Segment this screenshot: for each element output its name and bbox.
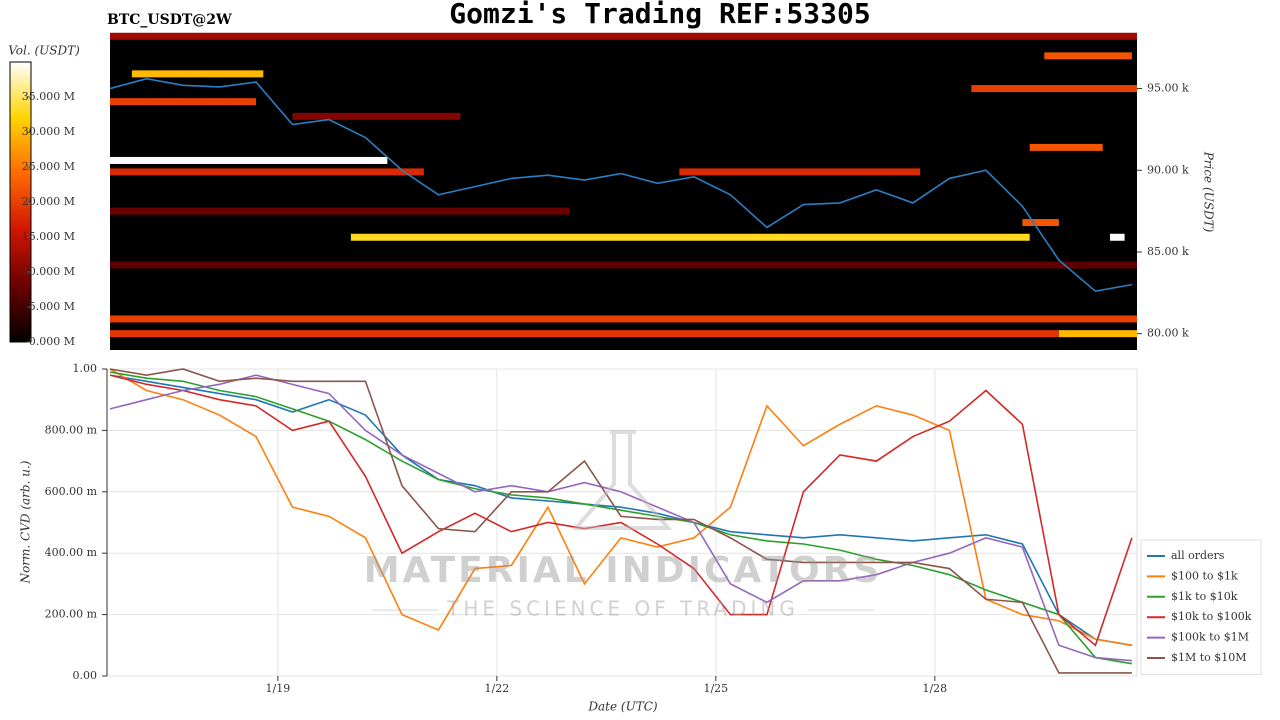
liquidity-band (110, 32, 1137, 40)
legend-label: all orders (1171, 549, 1225, 562)
liquidity-band (110, 207, 570, 215)
legend-label: $10k to $100k (1171, 610, 1252, 623)
y-tick-label: 600.00 m (45, 485, 98, 498)
liquidity-band (1044, 52, 1132, 60)
y-tick-label: 95.00 k (1147, 82, 1189, 95)
y-tick-label: 400.00 m (45, 546, 98, 559)
colorbar-tick-label: 20.000 M (22, 195, 75, 208)
x-tick-label: 1/28 (922, 682, 947, 695)
watermark-icon (571, 430, 673, 530)
y-tick-label: 0.00 (73, 669, 98, 682)
series-line (109, 374, 1133, 647)
liquidity-band (350, 233, 1030, 241)
liquidity-band (110, 330, 1059, 338)
liquidity-band (110, 261, 1137, 269)
y-axis-label: Price (USDT) (1202, 151, 1216, 233)
y-tick-label: 85.00 k (1147, 245, 1189, 258)
series-line (109, 368, 1132, 674)
watermark-tagline: THE SCIENCE OF TRADING (446, 597, 799, 621)
colorbar-tick-label: 25.000 M (22, 160, 75, 173)
heatmap-panel: 80.00 k 85.00 k 90.00 k 95.00 k 0.000 M 5.000… (9, 32, 1189, 350)
colorbar-tick-label: 5.000 M (29, 300, 75, 313)
colorbar-tick-label: 30.000 M (22, 125, 75, 138)
legend-label: $1M to $10M (1171, 651, 1247, 664)
colorbar-tick-label: 0.000 M (29, 335, 75, 348)
liquidity-band (1029, 143, 1103, 151)
x-tick-label: 1/22 (485, 682, 510, 695)
y-tick-label: 200.00 m (45, 608, 98, 621)
y-tick-label: 1.00 (73, 362, 98, 375)
liquidity-band (110, 156, 388, 164)
liquidity-band (110, 98, 256, 106)
series-line (109, 374, 1132, 662)
y-axis-label: Norm. CVD (arb. u.) (19, 460, 33, 584)
liquidity-band (131, 70, 264, 78)
page-title: Gomzi's Trading REF:53305 (449, 0, 870, 30)
x-axis-label: Date (UTC) (587, 700, 657, 714)
pair-label: BTC_USDT@2W (107, 12, 232, 28)
legend-box (1140, 539, 1262, 675)
liquidity-band (110, 315, 1137, 323)
liquidity-band (110, 168, 424, 176)
y-tick-label: 800.00 m (45, 423, 98, 436)
colorbar-tick-label: 35.000 M (22, 90, 75, 103)
series-line (109, 374, 1133, 647)
price-line (109, 77, 1133, 293)
watermark: MATERIAL INDICATORS THE SCIENCE OF TRADI… (364, 430, 883, 621)
cvd-panel: 0.00 200.00 m 400.00 m 600.00 m 800.00 m 1.00… (45, 362, 1262, 695)
liquidity-band (1109, 233, 1125, 241)
liquidity-band (292, 112, 461, 120)
legend-label: $100k to $1M (1171, 631, 1249, 644)
colorbar-label: Vol. (USDT) (8, 44, 80, 58)
plot-background (110, 33, 1137, 350)
legend-label: $1k to $10k (1171, 590, 1238, 603)
colorbar-tick-label: 10.000 M (22, 265, 75, 278)
y-tick-label: 80.00 k (1147, 327, 1189, 340)
liquidity-band (971, 85, 1137, 93)
watermark-brand: MATERIAL INDICATORS (364, 550, 883, 591)
liquidity-band (679, 168, 921, 176)
y-tick-label: 90.00 k (1147, 163, 1189, 176)
series-line (109, 368, 1133, 647)
liquidity-band (1058, 330, 1137, 338)
liquidity-band (1022, 219, 1059, 227)
x-tick-label: 1/25 (703, 682, 728, 695)
legend-label: $100 to $1k (1171, 569, 1238, 582)
colorbar-tick-label: 15.000 M (22, 230, 75, 243)
x-tick-label: 1/19 (266, 682, 291, 695)
